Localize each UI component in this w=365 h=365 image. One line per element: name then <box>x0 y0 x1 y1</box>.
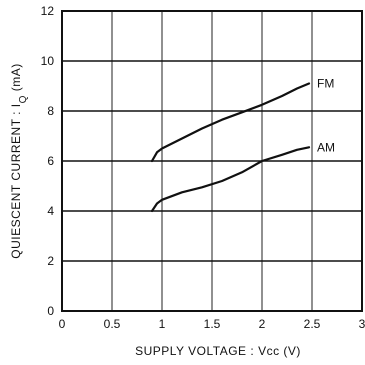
y-tick-label: 10 <box>41 54 55 68</box>
x-axis-label: SUPPLY VOLTAGE : Vcc (V) <box>135 344 301 358</box>
x-tick-label: 0 <box>59 317 66 331</box>
y-axis-label: QUIESCENT CURRENT : IQ (mA) <box>9 63 29 259</box>
plot-frame <box>61 10 363 312</box>
series-label-fm: FM <box>317 77 334 91</box>
y-tick-label: 4 <box>47 204 54 218</box>
series-lines: FM AM <box>150 77 335 213</box>
y-axis-label-subscript: Q <box>18 95 29 103</box>
x-tick-label: 2.5 <box>304 317 321 331</box>
y-axis-label-suffix: (mA) <box>9 63 23 95</box>
y-tick-label: 2 <box>47 254 54 268</box>
y-tick-label: 8 <box>47 104 54 118</box>
x-tick-label: 3 <box>359 317 365 331</box>
series-label-am: AM <box>317 140 335 154</box>
y-tick-label: 12 <box>41 4 55 18</box>
x-tick-label: 1.5 <box>204 317 221 331</box>
x-tick-label: 0.5 <box>104 317 121 331</box>
y-tick-label: 6 <box>47 154 54 168</box>
x-tick-label: 2 <box>259 317 266 331</box>
y-axis-label-prefix: QUIESCENT CURRENT : I <box>9 103 23 258</box>
tick-labels: 0 0.5 1 1.5 2 2.5 3 0 2 4 6 8 10 12 <box>41 4 365 331</box>
series-line-fm <box>150 82 311 163</box>
y-tick-label: 0 <box>47 304 54 318</box>
grid-lines <box>62 11 362 311</box>
x-tick-label: 1 <box>159 317 166 331</box>
series-line-am <box>150 146 311 213</box>
